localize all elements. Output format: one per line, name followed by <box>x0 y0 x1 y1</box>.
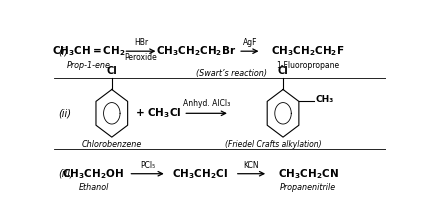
Text: Prop-1-ene: Prop-1-ene <box>66 61 111 70</box>
Text: Cl: Cl <box>106 66 117 76</box>
Text: $\mathregular{CH_3CH_2OH}$: $\mathregular{CH_3CH_2OH}$ <box>63 167 124 181</box>
Text: (iii): (iii) <box>59 169 74 179</box>
Text: Anhyd. AlCl₃: Anhyd. AlCl₃ <box>183 99 230 109</box>
Text: PCl₅: PCl₅ <box>140 161 155 170</box>
Text: (Swart’s reaction): (Swart’s reaction) <box>196 69 267 78</box>
Text: + $\mathregular{CH_3Cl}$: + $\mathregular{CH_3Cl}$ <box>135 106 181 120</box>
Text: (i): (i) <box>59 46 69 56</box>
Text: $\mathregular{CH_3CH_2CH_2F}$: $\mathregular{CH_3CH_2CH_2F}$ <box>271 44 345 58</box>
Text: Ethanol: Ethanol <box>79 183 109 192</box>
Text: HBr: HBr <box>134 38 148 47</box>
Text: $\mathregular{CH_3CH{=}CH_2}$: $\mathregular{CH_3CH{=}CH_2}$ <box>52 44 125 58</box>
Text: (ii): (ii) <box>59 108 72 118</box>
Text: KCN: KCN <box>244 161 259 170</box>
Text: Cl: Cl <box>278 66 288 76</box>
Text: AgF: AgF <box>242 38 257 47</box>
Text: Chlorobenzene: Chlorobenzene <box>82 140 142 149</box>
Text: $\mathregular{CH_3CH_2CH_2Br}$: $\mathregular{CH_3CH_2CH_2Br}$ <box>157 44 237 58</box>
Text: Propanenitrile: Propanenitrile <box>280 183 336 192</box>
Text: $\mathregular{CH_3CH_2CN}$: $\mathregular{CH_3CH_2CN}$ <box>278 167 338 181</box>
Text: $\mathregular{CH_3CH_2Cl}$: $\mathregular{CH_3CH_2Cl}$ <box>172 167 228 181</box>
Text: 1-Fluoropropane: 1-Fluoropropane <box>276 61 339 70</box>
Text: Peroxide: Peroxide <box>125 53 157 62</box>
Text: (Friedel Crafts alkylation): (Friedel Crafts alkylation) <box>225 140 321 149</box>
Text: CH₃: CH₃ <box>315 95 334 104</box>
